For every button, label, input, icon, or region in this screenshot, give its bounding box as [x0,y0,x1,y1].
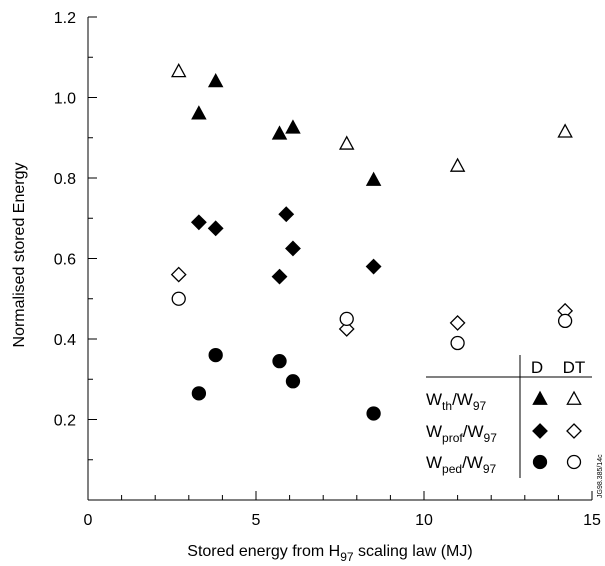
triangle-open-point [449,157,466,172]
circle-filled-point [285,374,301,389]
y-tick-label: 0.4 [54,332,76,349]
tick-marks [87,16,593,501]
y-tick-label: 1.2 [54,10,76,27]
diamond-open-point [449,314,466,331]
diamond-filled-point [207,220,224,237]
circle-open-point [171,291,186,306]
legend-triangle-open [566,390,582,405]
x-axis-label: Stored energy from H97 scaling law (MJ) [187,543,472,564]
legend-label-prof: Wprof/W97 [426,422,497,445]
triangle-filled-point [191,105,207,120]
diamond-open-point [170,266,187,283]
circle-open-point [450,335,465,351]
legend-label-th: Wth/W97 [426,390,487,413]
legend-label-ped: Wped/W97 [426,453,497,476]
circle-filled-point [191,386,207,401]
triangle-filled-point [365,171,382,186]
legend-circle-filled [532,454,548,470]
legend-triangle-filled [532,390,548,405]
legend-circle-open [566,454,582,470]
diamond-filled-point [285,240,301,257]
x-tick-label: 15 [583,512,601,529]
legend-diamond-open [566,423,582,439]
x-tick-label: 0 [84,512,93,529]
triangle-open-point [170,62,187,78]
triangle-filled-point [207,73,224,88]
legend-header-dt: DT [563,358,586,377]
figure-code: JG98.385/14c [597,454,604,498]
triangle-filled-point [285,119,301,134]
legend-diamond-filled [532,423,548,439]
circle-open-point [339,311,354,327]
diamond-open-point [338,321,355,337]
legend: D DT Wth/W97 Wprof/W97 Wped/W97 [426,355,592,478]
circle-filled-point [366,406,381,421]
y-axis-label: Normalised stored Energy [11,163,28,348]
axes [87,17,592,501]
diamond-filled-point [365,258,382,275]
triangle-open-point [557,123,573,138]
data-points [170,62,574,421]
diamond-filled-point [271,268,288,285]
circle-filled-point [208,347,223,363]
y-tick-label: 0.8 [54,171,76,188]
tick-labels: 0 5 10 15 0.2 0.4 0.6 0.8 1.0 1.2 [54,10,601,529]
triangle-filled-point [271,125,288,140]
x-tick-label: 5 [252,512,261,529]
x-tick-label: 10 [415,512,433,529]
diamond-filled-point [278,206,295,223]
circle-open-point [557,313,573,329]
y-tick-label: 1.0 [54,91,76,108]
diamond-filled-point [190,214,207,231]
y-tick-label: 0.6 [54,252,76,269]
legend-header-d: D [531,358,543,377]
circle-filled-point [272,353,287,369]
triangle-open-point [338,135,355,150]
y-tick-label: 0.2 [54,413,76,430]
